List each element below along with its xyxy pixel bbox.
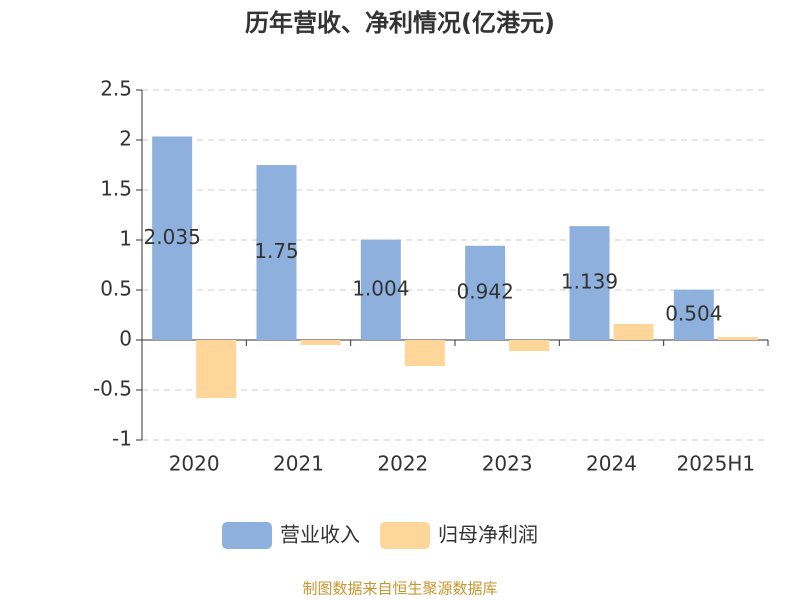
bar: [465, 245, 506, 340]
y-tick-label: 1.5: [100, 177, 132, 201]
legend-swatch: [222, 522, 272, 549]
bar: [300, 340, 341, 345]
bar: [404, 340, 445, 366]
data-label: 1.75: [254, 239, 299, 263]
bar: [509, 340, 550, 351]
x-tick-label: 2022: [377, 452, 428, 476]
y-tick-label: 0: [119, 327, 132, 351]
y-tick-label: 1: [119, 227, 132, 251]
y-tick-label: -0.5: [93, 377, 132, 401]
x-tick-label: 2020: [169, 452, 220, 476]
y-tick-label: 0.5: [100, 277, 132, 301]
data-label: 2.035: [144, 225, 201, 249]
bar: [256, 165, 297, 340]
y-tick-label: -1: [112, 427, 132, 451]
bar: [360, 239, 401, 340]
data-label: 0.942: [457, 279, 514, 303]
chart-title: 历年营收、净利情况(亿港元): [245, 9, 555, 37]
x-tick-label: 2024: [586, 452, 637, 476]
data-label: 0.504: [665, 301, 722, 325]
bar: [613, 324, 654, 340]
legend-swatch: [380, 522, 430, 549]
x-tick-label: 2021: [273, 452, 324, 476]
data-label: 1.139: [561, 270, 618, 294]
legend-label: 归母净利润: [438, 523, 538, 547]
source-note: 制图数据来自恒生聚源数据库: [302, 580, 497, 598]
data-label: 1.004: [352, 276, 409, 300]
y-tick-label: 2: [119, 127, 132, 151]
bar: [717, 337, 758, 340]
y-tick-label: 2.5: [100, 77, 132, 101]
bar: [152, 136, 193, 340]
x-tick-label: 2023: [482, 452, 533, 476]
legend-label: 营业收入: [280, 523, 360, 547]
bar: [196, 340, 237, 398]
x-tick-label: 2025H1: [676, 452, 755, 476]
bar: [673, 289, 714, 340]
bar: [569, 226, 610, 340]
